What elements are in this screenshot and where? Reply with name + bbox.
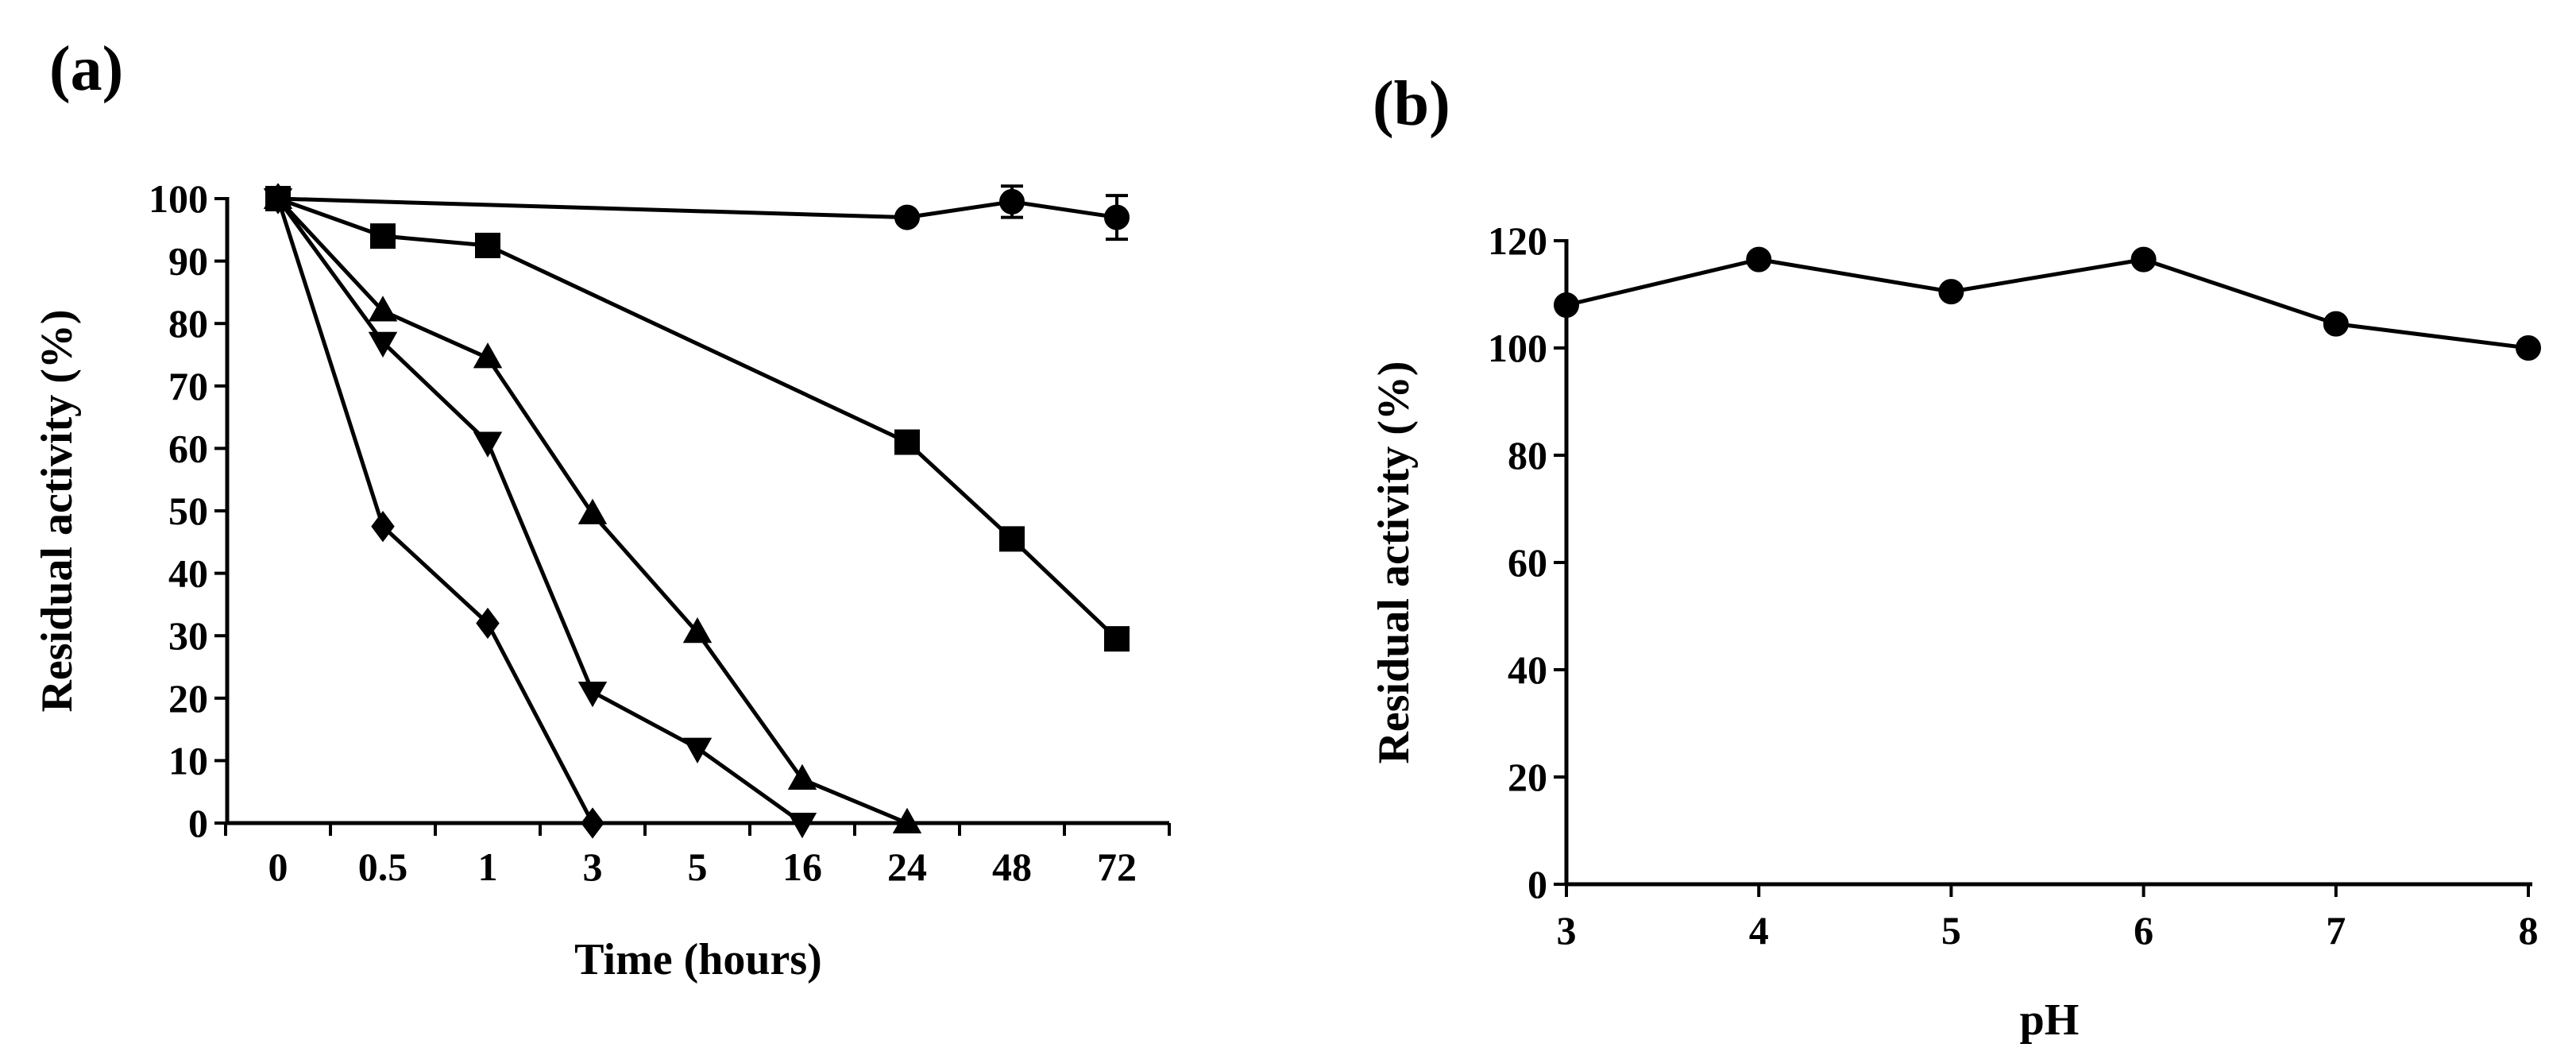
chart-a-point-triangle-up <box>682 617 713 644</box>
chart-a-x-axis-title: Time (hours) <box>574 935 822 984</box>
chart-a-x-tick-label: 16 <box>782 845 822 889</box>
chart-b-point-pH stability <box>2516 335 2541 361</box>
chart-a-y-tick-label: 80 <box>168 301 208 346</box>
chart-a-point-triangle-up <box>577 498 608 524</box>
chart-a-x-tick-label: 72 <box>1097 845 1137 889</box>
chart-b-x-tick-label: 4 <box>1749 908 1769 953</box>
chart-b-x-tick-label: 5 <box>1941 908 1961 953</box>
chart-a-y-tick-label: 100 <box>149 176 208 221</box>
chart-a-x-tick-label: 1 <box>478 845 498 889</box>
chart-a-y-tick-label: 40 <box>168 551 208 596</box>
chart-a-y-tick-label: 10 <box>168 738 208 783</box>
chart-b-x-tick-label: 6 <box>2134 908 2153 953</box>
chart-a-y-tick-label: 30 <box>168 613 208 658</box>
chart-a-x-tick-label: 5 <box>688 845 708 889</box>
chart-b-point-pH stability <box>2130 246 2157 273</box>
chart-b-series-line-pH stability <box>1566 257 2529 350</box>
chart-a-point-circle <box>894 204 920 230</box>
chart-b-y-tick-label: 60 <box>1508 540 1547 585</box>
chart-a-y-tick-label: 60 <box>168 426 208 470</box>
panel-label-a: (a) <box>49 34 124 104</box>
chart-a-point-triangle-up <box>473 342 503 369</box>
chart-a-y-tick-label: 70 <box>168 364 208 408</box>
chart-a-point-diamond <box>266 183 290 215</box>
chart-b-x-tick-label: 8 <box>2519 908 2539 953</box>
chart-b-point-pH stability <box>2323 311 2349 337</box>
chart-a-x-tick-label: 24 <box>887 845 927 889</box>
chart-a-x-tick-label: 48 <box>992 845 1032 889</box>
chart-b-x-tick-label: 7 <box>2326 908 2346 953</box>
panel-label-b: (b) <box>1373 69 1450 139</box>
chart-a-series-line-square <box>277 196 1118 640</box>
chart-a-series-line-diamond <box>276 198 595 825</box>
chart-a-point-circle <box>999 188 1025 215</box>
chart-a-series-line-triangle-down <box>276 197 804 825</box>
chart-b-point-pH stability <box>1938 279 1964 305</box>
chart-a-y-axis-title: Residual activity (%) <box>33 309 82 712</box>
chart-b-y-axis-title: Residual activity (%) <box>1369 361 1419 763</box>
chart-a-y-tick-label: 90 <box>168 239 208 284</box>
chart-b-y-tick-label: 0 <box>1527 862 1547 906</box>
chart-a-point-triangle-down <box>682 737 713 763</box>
chart-b-x-axis-title: pH <box>2020 995 2080 1045</box>
chart-a-point-square <box>370 223 396 249</box>
chart-a-point-diamond <box>476 607 500 640</box>
chart-a-point-triangle-up <box>787 763 817 790</box>
chart-a-point-triangle-up <box>368 296 398 322</box>
chart-a-y-tick-label: 50 <box>168 489 208 533</box>
chart-a-point-diamond <box>581 807 604 839</box>
chart-b-y-tick-label: 100 <box>1488 326 1547 370</box>
chart-a-x-tick-label: 0.5 <box>358 845 408 889</box>
chart-a-y-tick-label: 20 <box>168 676 208 721</box>
chart-a-x-tick-label: 3 <box>583 845 603 889</box>
chart-b-y-tick-label: 80 <box>1508 433 1547 477</box>
chart-a-point-triangle-down <box>787 813 817 839</box>
chart-b-point-pH stability <box>1554 292 1579 318</box>
chart-a-point-triangle-up <box>892 807 922 833</box>
chart-a-point-circle <box>1104 204 1130 230</box>
chart-a-point-square <box>1104 626 1130 652</box>
chart-a-point-diamond <box>371 510 395 543</box>
chart-a-point-triangle-down <box>473 431 503 458</box>
chart-a-point-square <box>894 429 920 455</box>
chart-a-point-triangle-down <box>368 331 398 358</box>
chart-b-y-tick-label: 20 <box>1508 755 1547 799</box>
chart-a-x-tick-label: 0 <box>268 845 288 889</box>
chart-b-y-tick-label: 120 <box>1488 218 1547 263</box>
chart-b-x-tick-label: 3 <box>1557 908 1577 953</box>
chart-a-y-tick-label: 0 <box>188 801 208 845</box>
chart-a-series-line-circle <box>277 196 1118 220</box>
chart-b-y-tick-label: 40 <box>1508 647 1547 692</box>
chart-a-point-triangle-down <box>577 681 608 708</box>
chart-a-point-square <box>475 232 500 258</box>
chart-b-point-pH stability <box>1746 246 1772 273</box>
chart-a-point-square <box>999 526 1025 552</box>
